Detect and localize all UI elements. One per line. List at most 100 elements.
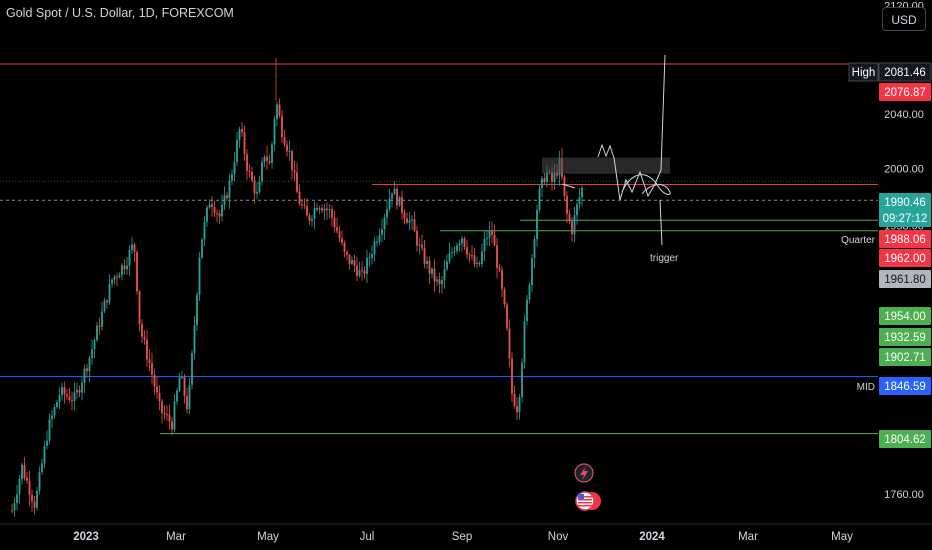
candle-body [298,191,301,205]
candle-body [203,221,206,240]
price-marker-high[interactable]: 2081.46 High [848,62,932,82]
event-icons[interactable] [574,463,601,511]
candle-body [356,265,358,276]
candle [98,317,101,335]
candle [238,126,241,149]
candle [18,474,21,504]
candle-body [283,137,286,145]
candle [466,239,468,259]
candle [463,236,466,250]
candle-body [61,387,63,396]
price-marker-resistance[interactable]: 2076.87 [879,83,931,101]
candle [473,247,476,267]
price-marker-support[interactable]: 1804.62 [879,430,931,448]
candle [26,471,28,484]
candle [221,194,223,222]
candle [403,209,406,225]
candle-body [156,386,158,393]
candle [76,382,78,400]
price-marker-level-1962[interactable]: 1962.00 [879,249,931,267]
flag-canton [578,494,584,499]
candle-body [116,276,118,278]
price-marker-quarter[interactable]: 1988.06 Quarter [841,230,931,248]
candle-body [528,285,531,300]
candle-body [216,213,218,215]
candle-body [228,180,231,199]
candle-body [313,208,316,219]
candle-body [141,324,143,337]
candle [396,185,398,210]
candle [361,261,363,281]
candle [358,261,361,278]
currency-button[interactable]: USD [882,7,926,31]
price-marker-level-1954[interactable]: 1954.00 [879,307,931,325]
candle-body [388,198,391,210]
price-marker-value: 1961.80 [884,274,926,286]
candle [216,209,218,222]
price-marker-box [879,249,931,267]
time-axis[interactable]: 2023 Mar May Jul Sep Nov 2024 Mar May [0,523,932,543]
candle-body [473,255,476,265]
candle-body [188,384,191,410]
candle [498,263,501,273]
candle-body [208,204,211,208]
candle [51,410,53,428]
candle [58,387,61,410]
price-marker-last-price[interactable]: 1990.46 [879,193,931,211]
price-marker-level-1902[interactable]: 1902.71 [879,348,931,366]
time-axis-label: Jul [360,531,375,543]
candle [293,160,296,181]
candle [331,205,333,227]
candle-body [556,172,558,176]
candle [96,321,98,342]
candle-body [181,377,183,379]
candle-body [471,255,473,257]
candle-body [303,205,306,207]
candle-body [508,328,511,359]
candle [106,299,108,309]
price-axis[interactable]: 2120.002040.002000.001958.001760.001840.… [841,0,932,524]
candle [16,484,18,510]
candle-body [178,377,181,391]
candle-body [443,269,446,281]
candle [36,486,38,511]
price-marker-level-1961[interactable]: 1961.80 [879,270,931,288]
candle-body [496,245,498,268]
candle-body [576,204,578,216]
candle-body [446,261,448,270]
candle-body [276,104,278,120]
candle [126,256,128,275]
candle-body [553,172,556,182]
candle [328,204,331,219]
price-marker-level-1932[interactable]: 1932.59 [879,328,931,346]
candle-body [418,244,421,246]
candle [156,376,158,400]
us-flag-event-icon[interactable] [575,491,601,511]
candle [181,371,183,380]
candle-body [143,336,146,340]
lightning-event-icon[interactable] [574,463,594,483]
candle-body [71,400,73,402]
price-marker-mid[interactable]: 1846.59 MID [857,377,931,395]
candle-body [501,270,503,290]
candle-body [366,257,368,274]
candle [116,272,118,286]
candle [468,252,471,263]
candle-body [66,394,68,397]
candle-body [436,279,438,282]
candle [91,339,93,365]
price-marker-value: 1988.06 [884,234,926,246]
candle-body [153,374,156,387]
candle [176,387,178,405]
price-marker-countdown[interactable]: 09:27:12 [879,209,931,227]
candle [141,319,143,344]
candle-body [38,472,41,491]
candle-body [288,150,291,152]
candle-body [316,208,318,210]
candle-body [296,172,298,192]
candle-body [578,197,581,205]
flag-stripe [578,502,592,504]
candle-body [546,171,548,182]
candle-body [136,252,138,292]
